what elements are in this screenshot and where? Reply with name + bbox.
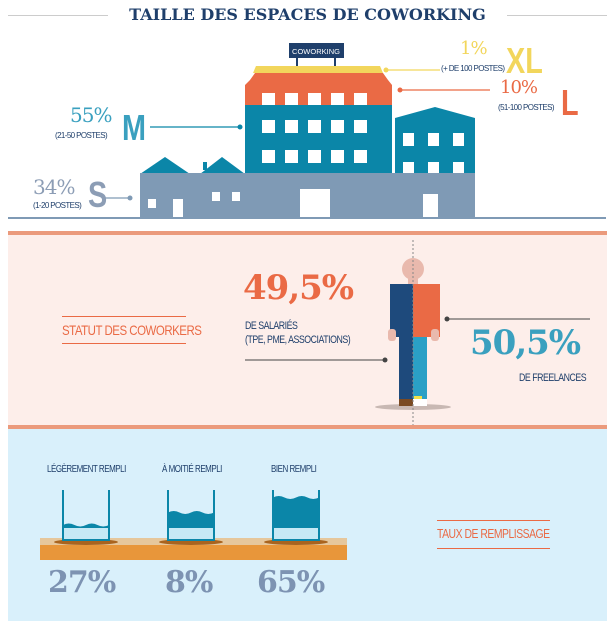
fill-label: LÉGÈREMENT REMPLI xyxy=(47,464,126,475)
fill-heading: TAUX DE REMPLISSAGE xyxy=(437,526,550,541)
fill-label: À MOITIÉ REMPLI xyxy=(162,464,222,475)
buildings-illustration: COWORKING xyxy=(8,43,606,219)
size-l-percent: 10% xyxy=(500,77,538,98)
size-m-range: (21-50 POSTES) xyxy=(55,131,108,140)
size-xl-percent: 1% xyxy=(460,38,488,59)
table-top xyxy=(40,538,347,545)
status-section xyxy=(8,231,607,425)
employees-sublabel: (TPE, PME, ASSOCIATIONS) xyxy=(245,334,351,346)
size-l-letter: L xyxy=(561,82,579,123)
size-s-letter: S xyxy=(88,174,108,215)
house-roof xyxy=(200,157,245,174)
size-xl-range: (+ DE 100 POSTES) xyxy=(441,64,505,73)
person-illustration xyxy=(245,240,590,427)
size-l-range: (51-100 POSTES) xyxy=(498,103,555,112)
ground-line xyxy=(8,217,606,219)
size-m-percent: 55% xyxy=(70,103,112,127)
fill-percent: 27% xyxy=(48,565,116,600)
freelancers-percent: 50,5% xyxy=(470,323,581,363)
size-s-percent: 34% xyxy=(33,175,75,199)
title-rule-right xyxy=(507,15,607,16)
fill-percent: 8% xyxy=(165,565,213,600)
size-s-range: (1-20 POSTES) xyxy=(33,201,82,210)
size-m-letter: M xyxy=(122,107,146,148)
fill-label: BIEN REMPLI xyxy=(271,464,317,475)
title-rule-left xyxy=(8,15,108,16)
fill-percent: 65% xyxy=(257,565,325,600)
status-heading: STATUT DES COWORKERS xyxy=(62,322,202,338)
house-roof xyxy=(140,157,190,174)
main-building-roof xyxy=(253,66,383,73)
coworking-sign-board xyxy=(289,43,344,58)
main-building-middle xyxy=(245,105,392,175)
page-title: TAILLE DES ESPACES DE COWORKING xyxy=(129,5,486,24)
employees-percent: 49,5% xyxy=(243,268,354,308)
employees-label: DE SALARIÉS xyxy=(245,320,298,332)
table xyxy=(40,545,347,560)
windows xyxy=(262,93,464,174)
freelancers-label: DE FREELANCES xyxy=(519,372,587,384)
coworking-sign: COWORKING xyxy=(292,47,340,56)
size-xl-letter: XL xyxy=(506,40,543,81)
